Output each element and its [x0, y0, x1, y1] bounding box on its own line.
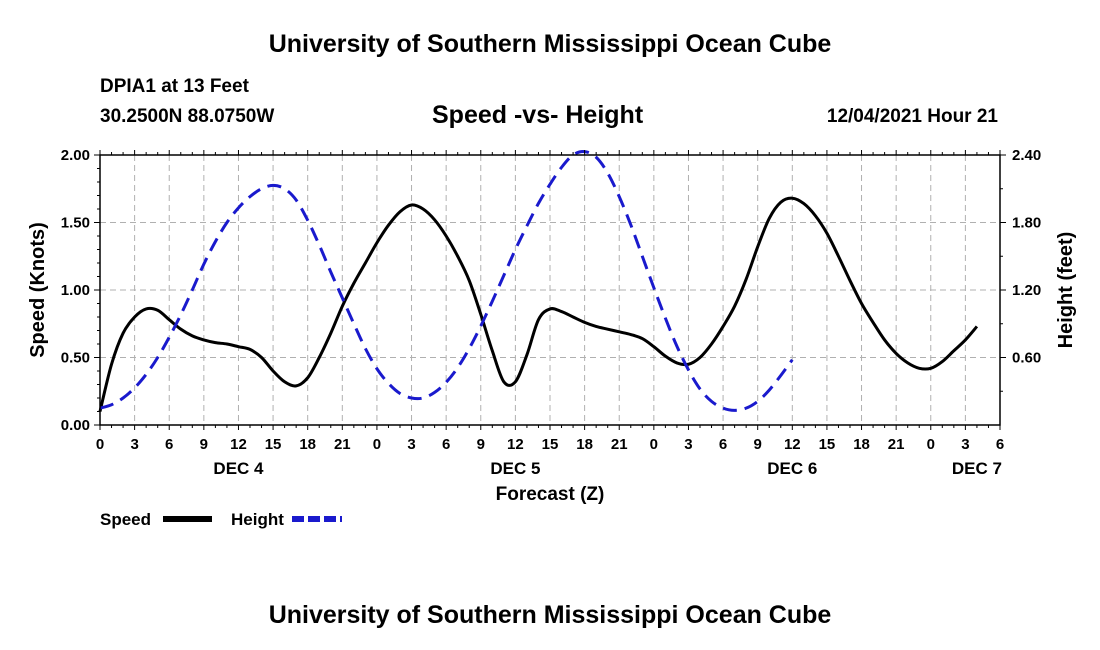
series-line-height: [99, 150, 794, 412]
series-line-speed: [98, 196, 979, 412]
left-axis-label: Speed (Knots): [27, 222, 49, 358]
legend-height-label: Height: [231, 510, 284, 529]
x-axis-label: Forecast (Z): [496, 484, 605, 505]
x-tick-label: 3: [961, 436, 969, 453]
day-label: DEC 7: [952, 459, 1002, 478]
x-tick-label: 12: [507, 436, 524, 453]
right-axis-label: Height (feet): [1055, 232, 1077, 349]
x-tick-label: 18: [853, 436, 870, 453]
left-tick-label: 1.00: [61, 282, 90, 299]
x-tick-label: 18: [299, 436, 316, 453]
chart-subtitle: Speed -vs- Height: [432, 101, 644, 129]
x-tick-label: 9: [754, 436, 762, 453]
x-tick-label: 0: [96, 436, 104, 453]
x-tick-label: 15: [265, 436, 282, 453]
right-tick-label: 0.60: [1012, 350, 1041, 367]
x-tick-label: 6: [719, 436, 727, 453]
x-tick-label: 3: [130, 436, 138, 453]
x-tick-label: 0: [650, 436, 658, 453]
x-tick-label: 6: [442, 436, 450, 453]
x-tick-label: 6: [165, 436, 173, 453]
right-tick-label: 1.20: [1012, 282, 1041, 299]
legend-speed-label: Speed: [100, 510, 151, 529]
x-tick-label: 0: [373, 436, 381, 453]
day-label: DEC 6: [767, 459, 817, 478]
x-tick-label: 9: [200, 436, 208, 453]
x-tick-label: 9: [477, 436, 485, 453]
legend: Speed Height: [100, 510, 342, 529]
left-tick-label: 0.50: [61, 350, 90, 367]
x-tick-label: 21: [611, 436, 628, 453]
x-tick-label: 15: [819, 436, 836, 453]
datetime-label: 12/04/2021 Hour 21: [826, 106, 998, 127]
grid: [100, 154, 1000, 425]
plot-lines: [98, 150, 979, 412]
day-label: DEC 5: [490, 459, 540, 478]
left-tick-label: 1.50: [61, 215, 90, 232]
x-tick-label: 21: [888, 436, 905, 453]
station-label: DPIA1 at 13 Feet: [100, 76, 249, 97]
right-tick-label: 2.40: [1012, 147, 1041, 164]
axes: 0 3 6 9 12 15 18 21 0 3 6 9 12 15 18 21 0 3 6 9 12 15 18 21 0 3 6 D…: [61, 147, 1041, 478]
x-tick-label: 3: [684, 436, 692, 453]
footer-title: University of Southern Mississippi Ocean…: [268, 601, 832, 629]
x-tick-label: 12: [230, 436, 247, 453]
x-tick-label: 12: [784, 436, 801, 453]
left-tick-label: 0.00: [61, 417, 90, 434]
chart-title: University of Southern Mississippi Ocean…: [268, 30, 832, 58]
x-tick-label: 6: [996, 436, 1004, 453]
x-tick-label: 0: [927, 436, 935, 453]
coordinates-label: 30.2500N 88.0750W: [100, 106, 275, 127]
x-tick-label: 18: [576, 436, 593, 453]
x-tick-label: 21: [334, 436, 351, 453]
left-tick-label: 2.00: [61, 147, 90, 164]
x-tick-label: 3: [407, 436, 415, 453]
x-tick-label: 15: [542, 436, 559, 453]
right-tick-label: 1.80: [1012, 215, 1041, 232]
day-label: DEC 4: [213, 459, 264, 478]
